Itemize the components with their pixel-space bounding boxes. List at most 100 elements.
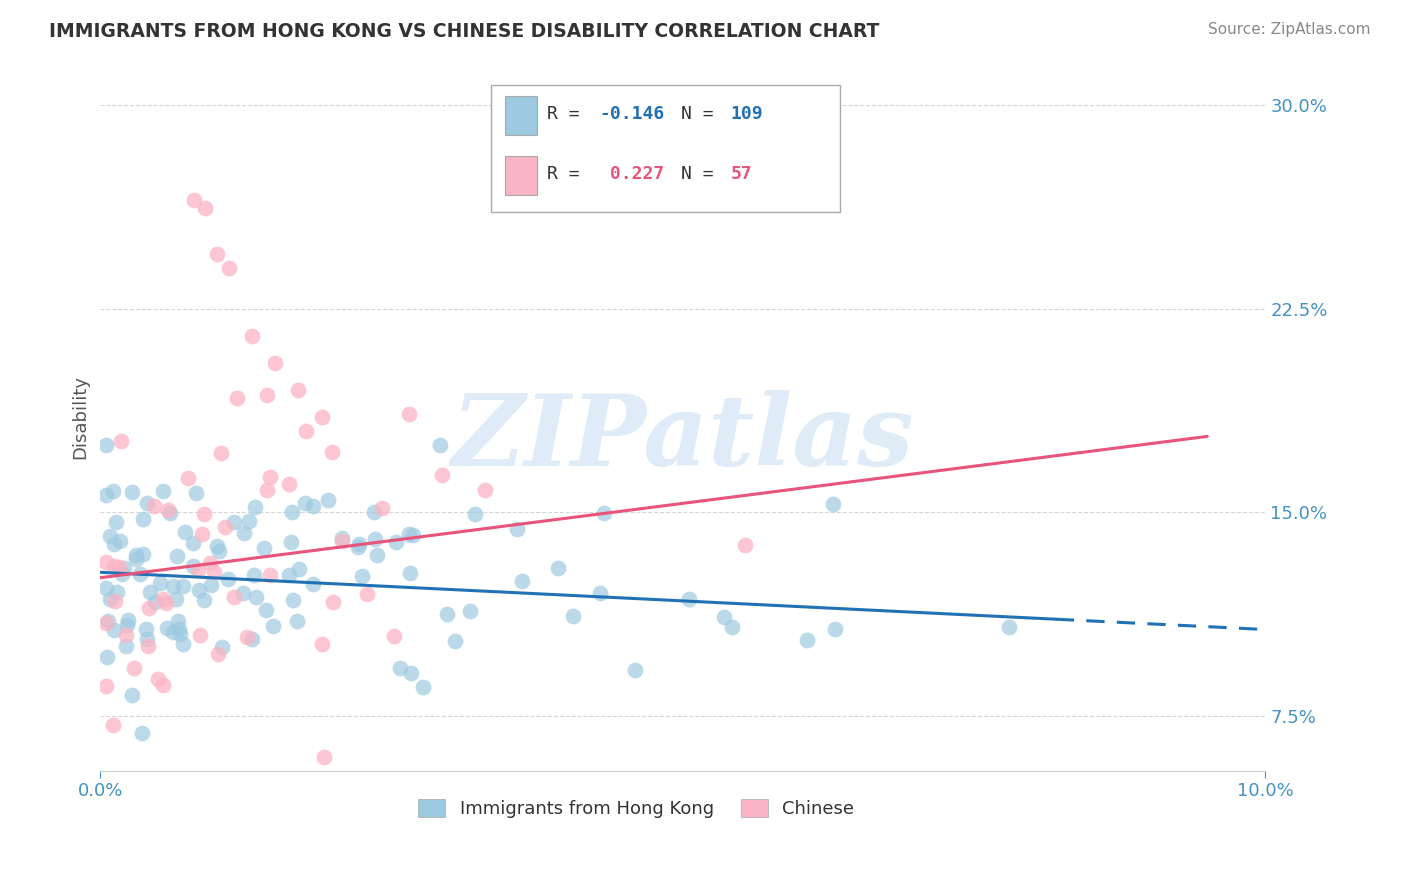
Point <box>190 628 212 642</box>
Point <box>149 576 172 591</box>
Point <box>720 620 742 634</box>
Point <box>236 630 259 644</box>
Text: R =: R = <box>547 104 591 122</box>
Point <box>356 587 378 601</box>
Point <box>222 590 245 604</box>
Point <box>398 527 420 541</box>
Point <box>302 500 325 514</box>
Point <box>301 577 323 591</box>
Point <box>430 467 453 482</box>
Point <box>96 555 118 569</box>
Text: 57: 57 <box>731 165 752 183</box>
Point <box>264 356 287 370</box>
Point <box>256 388 278 402</box>
Point <box>207 539 229 553</box>
Point <box>152 484 174 499</box>
Point <box>547 561 569 575</box>
Point <box>200 578 222 592</box>
Point <box>363 532 385 546</box>
Point <box>259 568 281 582</box>
Point <box>821 497 844 511</box>
Point <box>194 201 217 215</box>
Point <box>321 444 343 458</box>
Point <box>96 615 118 630</box>
Point <box>98 528 121 542</box>
Y-axis label: Disability: Disability <box>72 376 89 459</box>
Point <box>624 664 647 678</box>
Point <box>169 626 191 640</box>
Point <box>105 585 128 599</box>
Point <box>121 688 143 702</box>
Point <box>152 678 174 692</box>
Point <box>254 602 277 616</box>
Point <box>214 519 236 533</box>
Point <box>205 247 228 261</box>
Point <box>156 621 179 635</box>
Point <box>108 534 131 549</box>
Point <box>285 614 308 628</box>
Point <box>464 507 486 521</box>
Point <box>96 488 118 502</box>
Point <box>208 543 231 558</box>
Point <box>796 632 818 647</box>
FancyBboxPatch shape <box>491 86 841 212</box>
Point <box>436 607 458 621</box>
Point <box>112 561 135 575</box>
Point <box>98 591 121 606</box>
Point <box>287 383 309 397</box>
Point <box>138 601 160 615</box>
Point <box>173 525 195 540</box>
Point <box>167 614 190 628</box>
Point <box>143 595 166 609</box>
Point <box>181 536 204 550</box>
Point <box>217 573 239 587</box>
Point <box>311 410 333 425</box>
Point <box>103 623 125 637</box>
Point <box>125 551 148 566</box>
Point <box>177 471 200 485</box>
Point <box>198 556 221 570</box>
Point <box>142 499 165 513</box>
Point <box>346 541 368 555</box>
Point <box>191 526 214 541</box>
Point <box>281 505 304 519</box>
Point <box>132 547 155 561</box>
Text: N =: N = <box>681 165 724 183</box>
Text: Source: ZipAtlas.com: Source: ZipAtlas.com <box>1208 22 1371 37</box>
Point <box>243 567 266 582</box>
Point <box>115 628 138 642</box>
Point <box>366 548 388 562</box>
Point <box>167 622 190 636</box>
Point <box>294 495 316 509</box>
Point <box>278 476 301 491</box>
Point <box>824 622 846 636</box>
Point <box>108 559 131 574</box>
Point <box>281 592 304 607</box>
Point <box>412 681 434 695</box>
Point <box>330 534 353 549</box>
Legend: Immigrants from Hong Kong, Chinese: Immigrants from Hong Kong, Chinese <box>411 791 862 825</box>
Point <box>678 592 700 607</box>
Text: ZIPatlas: ZIPatlas <box>451 391 914 487</box>
Point <box>105 516 128 530</box>
Point <box>561 609 583 624</box>
Point <box>277 568 299 582</box>
Point <box>429 437 451 451</box>
Text: 0.227: 0.227 <box>599 165 664 183</box>
Point <box>183 193 205 207</box>
Point <box>262 619 284 633</box>
Point <box>117 613 139 627</box>
Point <box>592 506 614 520</box>
Point <box>402 527 425 541</box>
Point <box>162 578 184 592</box>
Point <box>166 549 188 563</box>
Point <box>103 537 125 551</box>
Point <box>510 574 533 589</box>
Text: 109: 109 <box>731 104 763 122</box>
Point <box>474 483 496 497</box>
Point <box>124 660 146 674</box>
Point <box>101 717 124 731</box>
Point <box>139 585 162 599</box>
Point <box>162 625 184 640</box>
Point <box>207 647 229 661</box>
